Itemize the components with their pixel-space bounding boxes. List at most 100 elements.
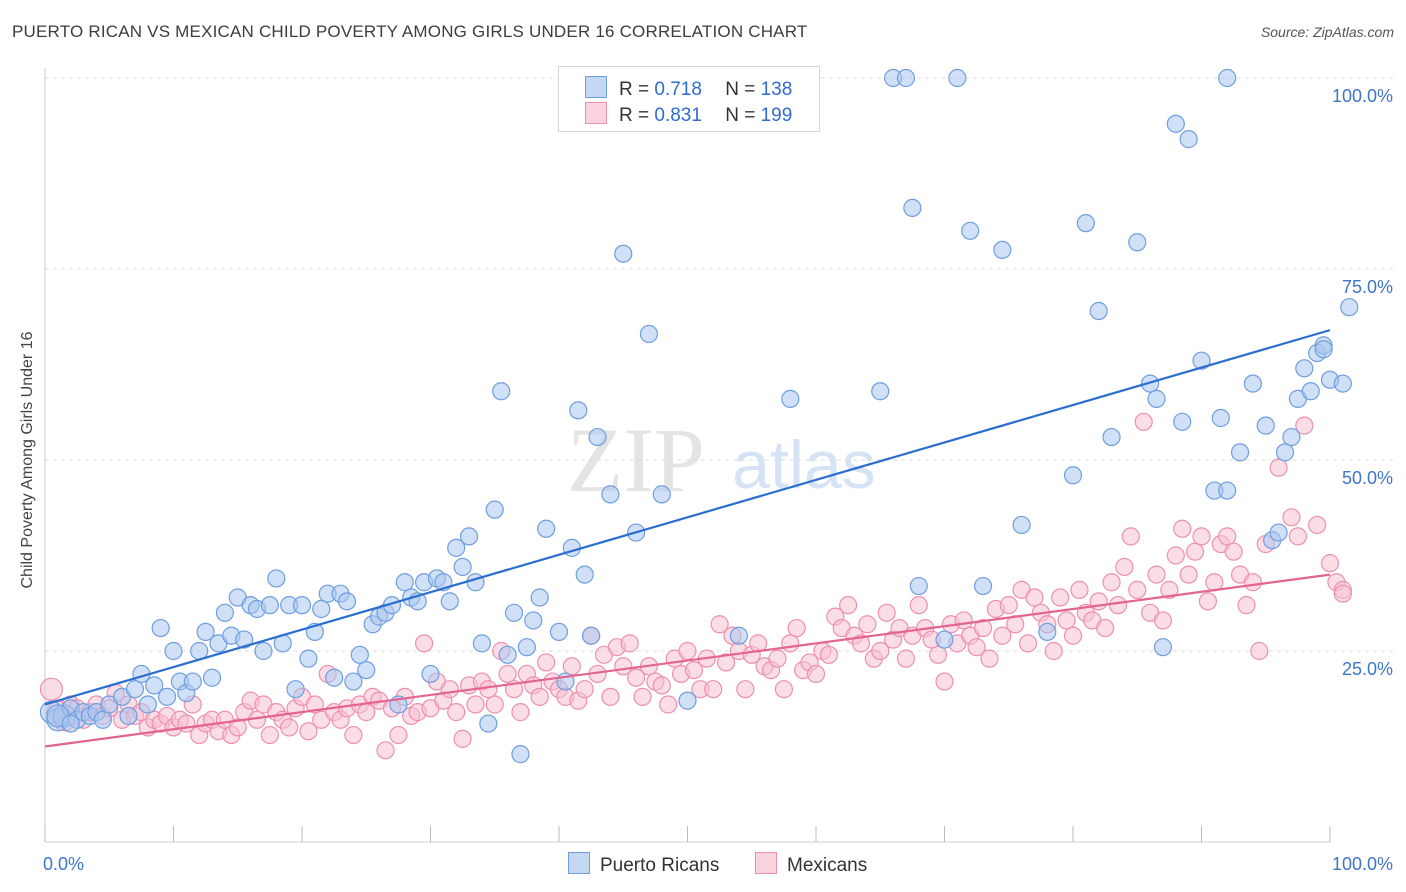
puerto-ricans-point xyxy=(1218,481,1237,500)
watermark-atlas: atlas xyxy=(732,427,876,503)
mexicans-point xyxy=(1063,626,1083,645)
puerto-ricans-point xyxy=(472,634,491,653)
mexicans-point xyxy=(1308,515,1327,535)
puerto-ricans-point xyxy=(453,557,472,577)
mexicans-point xyxy=(1320,554,1340,573)
y-tick-label: 25.0% xyxy=(1342,659,1393,679)
puerto-ricans-point xyxy=(344,672,363,691)
puerto-ricans-point xyxy=(1230,443,1250,462)
mexicans-point xyxy=(440,680,459,699)
mexicans-point xyxy=(1198,592,1218,611)
puerto-ricans-point xyxy=(1340,298,1359,317)
puerto-ricans-point xyxy=(357,660,376,680)
puerto-ricans-point xyxy=(145,676,164,695)
mexicans-point xyxy=(1237,596,1256,615)
puerto-ricans-point xyxy=(1173,412,1192,431)
puerto-ricans-point xyxy=(961,221,980,240)
y-tick-label: 100.0% xyxy=(1332,86,1393,106)
puerto-ricans-point xyxy=(254,641,273,661)
puerto-ricans-point xyxy=(903,198,922,217)
bottom-legend-label-pink: Mexicans xyxy=(787,855,868,876)
puerto-ricans-point xyxy=(93,710,112,729)
puerto-ricans-point xyxy=(511,745,530,764)
mexicans-point xyxy=(1018,634,1038,653)
mexicans-point xyxy=(1153,611,1173,630)
puerto-ricans-point xyxy=(440,592,459,611)
puerto-ricans-point xyxy=(569,401,588,420)
puerto-ricans-point xyxy=(729,626,749,645)
mexicans-point xyxy=(819,645,838,664)
puerto-ricans-point xyxy=(260,596,279,615)
puerto-ricans-trend-line xyxy=(44,329,1331,706)
puerto-ricans-point xyxy=(164,641,183,661)
puerto-ricans-point xyxy=(492,382,511,401)
mexicans-point xyxy=(774,680,793,699)
puerto-ricans-point xyxy=(292,596,312,615)
mexicans-point xyxy=(376,741,395,760)
puerto-ricans-point xyxy=(61,714,80,733)
legend-swatch-blue xyxy=(585,76,607,98)
mexicans-point xyxy=(1250,641,1269,661)
bottom-legend-label-blue: Puerto Ricans xyxy=(600,855,720,876)
mexicans-point xyxy=(1096,618,1115,638)
puerto-ricans-point xyxy=(896,68,916,88)
legend-n-label: N = xyxy=(725,79,756,100)
mexicans-point xyxy=(678,641,697,661)
mexicans-point xyxy=(537,653,556,672)
mexicans-point xyxy=(1134,412,1153,431)
mexicans-point xyxy=(447,703,466,722)
mexicans-point xyxy=(967,638,986,657)
mexicans-point xyxy=(1218,527,1237,546)
legend-n-value-blue: 138 xyxy=(760,79,793,100)
mexicans-point xyxy=(1224,542,1243,561)
mexicans-point xyxy=(896,649,916,668)
puerto-ricans-point xyxy=(504,603,524,622)
puerto-ricans-point xyxy=(1295,359,1314,378)
bottom-legend-swatch-blue xyxy=(568,852,590,874)
puerto-ricans-point xyxy=(1063,466,1083,485)
mexicans-point xyxy=(633,687,652,706)
puerto-ricans-point xyxy=(125,680,145,699)
puerto-ricans-point xyxy=(582,626,601,645)
puerto-ricans-point xyxy=(286,680,305,699)
puerto-ricans-point xyxy=(1243,374,1263,393)
puerto-ricans-point xyxy=(395,573,414,592)
puerto-ricans-point xyxy=(639,324,659,344)
puerto-ricans-point xyxy=(537,519,556,538)
mexicans-point xyxy=(280,718,299,737)
mexicans-point xyxy=(684,660,704,680)
puerto-ricans-point xyxy=(948,68,967,88)
mexicans-trend-line xyxy=(44,573,1331,748)
mexicans-point xyxy=(851,634,871,653)
mexicans-point xyxy=(652,676,671,695)
mexicans-point xyxy=(562,657,581,676)
correlation-legend: R = 0.718 N = 138 R = 0.831 N = 199 xyxy=(558,66,820,132)
mexicans-point xyxy=(1173,519,1192,538)
mexicans-point xyxy=(479,680,498,699)
puerto-ricans-point xyxy=(781,389,800,408)
x-tick-label: 100.0% xyxy=(1332,854,1393,874)
mexicans-point xyxy=(1147,565,1166,584)
legend-r-label: R = xyxy=(619,79,650,100)
mexicans-point xyxy=(260,725,279,745)
mexicans-point xyxy=(1295,416,1314,435)
y-axis-label: Child Poverty Among Girls Under 16 xyxy=(19,331,36,589)
mexicans-point xyxy=(453,729,472,748)
puerto-ricans-point xyxy=(267,569,286,588)
mexicans-point xyxy=(1185,542,1205,561)
mexicans-point xyxy=(1333,584,1352,603)
puerto-ricans-point xyxy=(337,592,357,611)
puerto-ricans-point xyxy=(1102,427,1121,447)
puerto-ricans-point xyxy=(235,630,254,649)
mexicans-point xyxy=(704,680,723,699)
puerto-ricans-point xyxy=(973,576,993,596)
mexicans-point xyxy=(999,596,1018,615)
mexicans-point xyxy=(716,653,736,672)
mexicans-point xyxy=(1051,588,1070,607)
mexicans-point xyxy=(871,641,890,661)
mexicans-point xyxy=(858,615,877,634)
puerto-ricans-point xyxy=(1179,130,1198,149)
puerto-ricans-point xyxy=(871,382,890,401)
mexicans-point xyxy=(1121,527,1140,546)
puerto-ricans-point xyxy=(1038,622,1057,642)
